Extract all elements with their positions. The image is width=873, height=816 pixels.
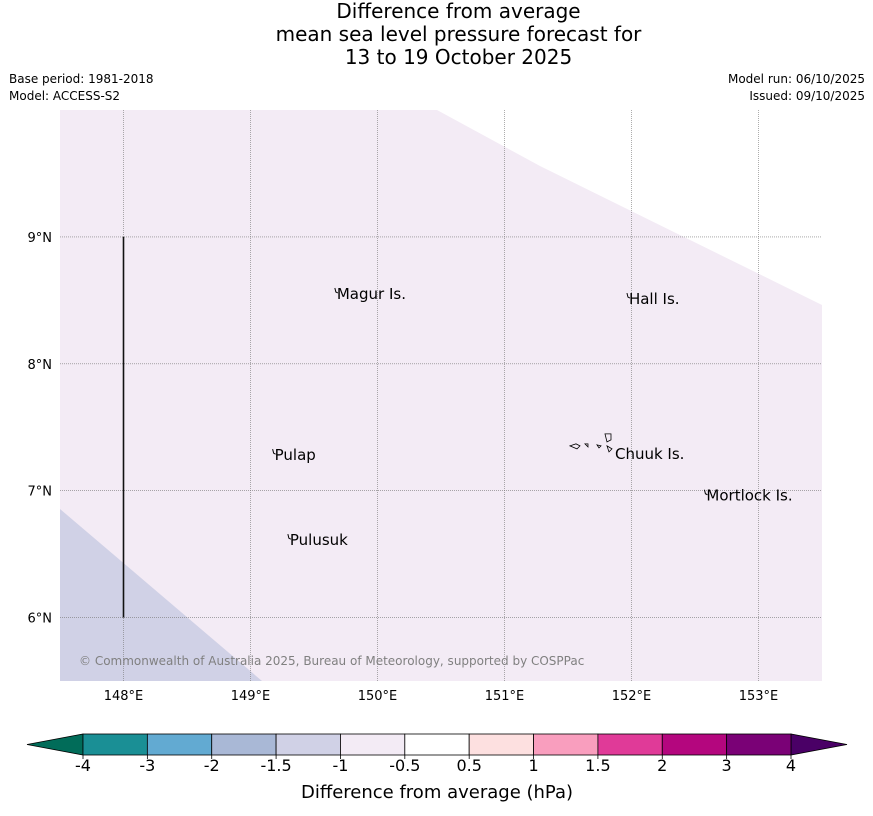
- colorbar-label: -2: [204, 756, 220, 775]
- meta-right: Model run: 06/10/2025 Issued: 09/10/2025: [728, 71, 865, 105]
- copyright-text: © Commonwealth of Australia 2025, Bureau…: [79, 654, 584, 668]
- island-outline: [703, 489, 708, 496]
- colorbar-segment: [211, 733, 277, 756]
- colorbar-segment: [533, 733, 599, 756]
- colorbar-segment: [275, 733, 341, 756]
- island-outline: [568, 433, 613, 453]
- colorbar-label: -1: [332, 756, 348, 775]
- colorbar-segment: [468, 733, 534, 756]
- colorbar-label: -4: [75, 756, 91, 775]
- model-name: Model: ACCESS-S2: [9, 89, 121, 103]
- colorbar-segment: [404, 733, 470, 756]
- meta-left: Base period: 1981-2018 Model: ACCESS-S2: [9, 71, 154, 105]
- base-period: Base period: 1981-2018: [9, 72, 154, 86]
- title-line-2: mean sea level pressure forecast for: [275, 22, 642, 46]
- island-outline: [287, 534, 292, 540]
- colorbar-extend-high: [790, 733, 848, 756]
- colorbar-segment: [597, 733, 663, 756]
- x-tick-label: 151°E: [485, 689, 525, 704]
- x-tick-label: 149°E: [231, 689, 271, 704]
- colorbar-label: 4: [786, 756, 796, 775]
- place-label: Pulusuk: [290, 531, 348, 549]
- x-tick-label: 148°E: [104, 689, 144, 704]
- y-tick-label: 9°N: [28, 231, 53, 246]
- colorbar-label: 3: [722, 756, 732, 775]
- model-run: Model run: 06/10/2025: [727, 72, 865, 86]
- colorbar-label: 2: [657, 756, 667, 775]
- x-tick-label: 153°E: [739, 689, 779, 704]
- place-label: Magur Is.: [337, 285, 406, 303]
- colorbar-label: 1: [528, 756, 538, 775]
- colorbar-segment: [661, 733, 728, 756]
- colorbar-extend-low: [26, 733, 84, 756]
- x-tick-label: 152°E: [612, 689, 652, 704]
- title-line-1: Difference from average: [336, 0, 581, 23]
- colorbar-segment: [340, 733, 406, 756]
- issued-date: Issued: 09/10/2025: [749, 89, 865, 103]
- title-line-3: 13 to 19 October 2025: [344, 45, 573, 69]
- colorbar-label: 0.5: [456, 756, 481, 775]
- place-label: Mortlock Is.: [706, 487, 792, 505]
- x-tick-label: 150°E: [358, 689, 398, 704]
- colorbar-label: 1.5: [585, 756, 610, 775]
- colorbar-segment: [82, 733, 148, 756]
- place-label: Chuuk Is.: [615, 445, 684, 463]
- island-outline: [626, 292, 631, 299]
- colorbar-label: -0.5: [389, 756, 420, 775]
- colorbar-label: -3: [139, 756, 155, 775]
- place-label: Hall Is.: [629, 290, 680, 308]
- island-outline: [334, 287, 339, 294]
- chart-title: Difference from average mean sea level p…: [0, 0, 873, 69]
- y-tick-label: 8°N: [28, 358, 53, 373]
- island-outline: [272, 449, 276, 455]
- y-tick-label: 6°N: [28, 612, 53, 627]
- colorbar-title: Difference from average (hPa): [301, 782, 573, 803]
- region-lavender: [60, 509, 262, 681]
- colorbar-segment: [726, 733, 792, 756]
- colorbar-segment: [146, 733, 213, 756]
- place-label: Pulap: [275, 446, 316, 464]
- region-light-purple: [60, 110, 822, 681]
- colorbar-label: -1.5: [260, 756, 291, 775]
- y-tick-label: 7°N: [28, 485, 53, 500]
